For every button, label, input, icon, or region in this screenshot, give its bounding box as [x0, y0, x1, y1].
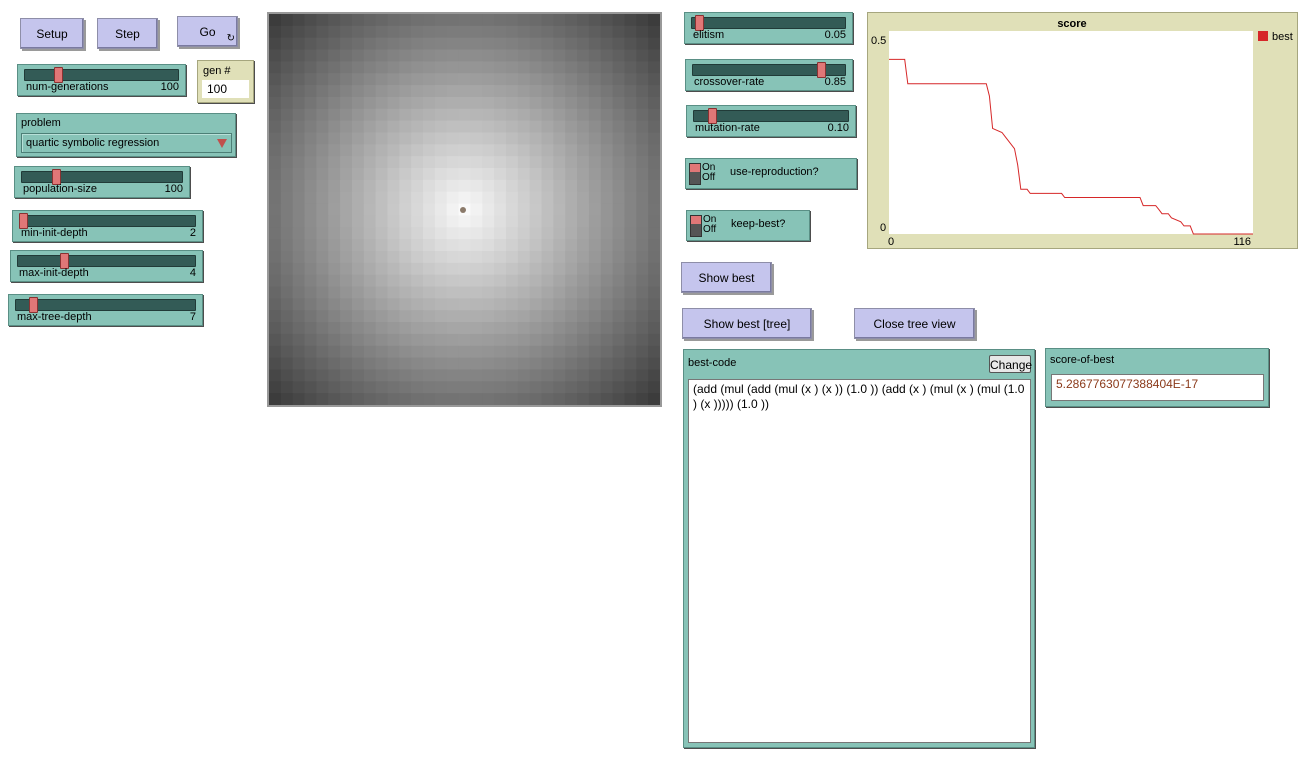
change-label: Change [990, 358, 1033, 372]
change-button[interactable]: Change [989, 355, 1033, 373]
slider-thumb[interactable] [19, 213, 28, 229]
legend-swatch [1258, 31, 1268, 41]
keep-best-label: keep-best? [731, 218, 786, 230]
population-size-slider[interactable]: population-size 100 [14, 166, 190, 198]
score-plot-canvas: score 0.5 0 0 116 best [871, 18, 1293, 248]
plot-title: score [1057, 18, 1086, 30]
min-init-depth-label: min-init-depth [21, 227, 88, 239]
score-of-best-monitor: score-of-best 5.2867763077388404E-17 [1045, 348, 1269, 407]
go-button[interactable]: Go ↻ [177, 16, 238, 47]
forever-icon: ↻ [226, 33, 235, 44]
y-min-label: 0 [880, 222, 886, 234]
slider-thumb[interactable] [60, 253, 69, 269]
gen-monitor-value: 100 [202, 80, 249, 98]
elitism-slider[interactable]: elitism 0.05 [684, 12, 853, 44]
slider-thumb[interactable] [52, 169, 61, 185]
show-best-button[interactable]: Show best [681, 262, 772, 293]
slider-track [692, 64, 846, 76]
num-generations-label: num-generations [26, 81, 109, 93]
use-reproduction-label: use-reproduction? [730, 166, 819, 178]
best-code-text[interactable]: (add (mul (add (mul (x ) (x )) (1.0 )) (… [688, 379, 1031, 743]
plot-area [889, 31, 1253, 234]
switch-on-label: On [703, 214, 717, 225]
mutation-rate-label: mutation-rate [695, 122, 760, 134]
slider-thumb[interactable] [816, 62, 826, 78]
slider-track [21, 171, 183, 183]
toggle-icon [690, 215, 702, 237]
patch-grid [269, 14, 660, 405]
crossover-rate-label: crossover-rate [694, 76, 765, 88]
slider-track [15, 299, 196, 311]
slider-track [17, 255, 196, 267]
population-size-value: 100 [164, 183, 183, 195]
max-init-depth-value: 4 [189, 267, 196, 279]
score-plot: score 0.5 0 0 116 best [867, 12, 1298, 249]
slider-track [693, 110, 849, 122]
setup-label: Setup [36, 26, 68, 41]
show-best-label: Show best [698, 270, 755, 285]
max-tree-depth-label: max-tree-depth [17, 311, 92, 323]
best-code-input[interactable]: best-code Change (add (mul (add (mul (x … [683, 349, 1035, 748]
slider-thumb[interactable] [53, 67, 63, 83]
slider-thumb[interactable] [695, 15, 705, 31]
num-generations-value: 100 [160, 81, 179, 93]
step-label: Step [115, 26, 140, 41]
max-tree-depth-slider[interactable]: max-tree-depth 7 [8, 294, 203, 326]
step-button[interactable]: Step [97, 18, 158, 49]
slider-thumb[interactable] [707, 108, 717, 124]
show-best-tree-label: Show best [tree] [703, 316, 791, 331]
switch-off-label: Off [703, 224, 717, 235]
close-tree-view-button[interactable]: Close tree view [854, 308, 975, 339]
slider-track [19, 215, 196, 227]
problem-selected-value: quartic symbolic regression [26, 137, 160, 149]
num-generations-slider[interactable]: num-generations 100 [17, 64, 186, 96]
keep-best-switch[interactable]: On Off keep-best? [686, 210, 810, 241]
mutation-rate-value: 0.10 [827, 122, 849, 134]
max-tree-depth-value: 7 [189, 311, 196, 323]
slider-track [691, 17, 846, 29]
gen-monitor: gen # 100 [197, 60, 254, 103]
toggle-icon [689, 163, 701, 185]
mutation-rate-slider[interactable]: mutation-rate 0.10 [686, 105, 856, 137]
crossover-rate-slider[interactable]: crossover-rate 0.85 [685, 59, 853, 91]
dropdown-triangle-icon [217, 139, 227, 148]
max-init-depth-label: max-init-depth [19, 267, 89, 279]
switch-on-label: On [702, 162, 716, 173]
slider-thumb[interactable] [28, 297, 38, 313]
max-init-depth-slider[interactable]: max-init-depth 4 [10, 250, 203, 282]
score-of-best-label: score-of-best [1050, 354, 1115, 366]
legend-best-label: best [1272, 31, 1293, 43]
min-init-depth-value: 2 [189, 227, 196, 239]
series-best-line [889, 58, 1253, 235]
problem-chooser[interactable]: problem quartic symbolic regression [16, 113, 236, 157]
use-reproduction-switch[interactable]: On Off use-reproduction? [685, 158, 857, 189]
population-size-label: population-size [23, 183, 97, 195]
score-of-best-value: 5.2867763077388404E-17 [1051, 374, 1264, 401]
y-max-label: 0.5 [871, 35, 886, 47]
slider-track [24, 69, 179, 81]
elitism-value: 0.05 [824, 29, 846, 41]
best-code-label: best-code [688, 357, 737, 369]
x-max-label: 116 [1233, 236, 1251, 248]
close-tree-view-label: Close tree view [873, 316, 956, 331]
turtle-agent [460, 207, 466, 213]
problem-label: problem [21, 117, 61, 129]
go-label: Go [199, 24, 216, 39]
show-best-tree-button[interactable]: Show best [tree] [682, 308, 812, 339]
crossover-rate-value: 0.85 [824, 76, 846, 88]
switch-off-label: Off [702, 172, 716, 183]
setup-button[interactable]: Setup [20, 18, 84, 49]
x-min-label: 0 [888, 236, 894, 248]
min-init-depth-slider[interactable]: min-init-depth 2 [12, 210, 203, 242]
world-view[interactable] [267, 12, 662, 407]
elitism-label: elitism [693, 29, 725, 41]
gen-monitor-label: gen # [203, 65, 231, 77]
problem-select[interactable]: quartic symbolic regression [21, 133, 232, 153]
